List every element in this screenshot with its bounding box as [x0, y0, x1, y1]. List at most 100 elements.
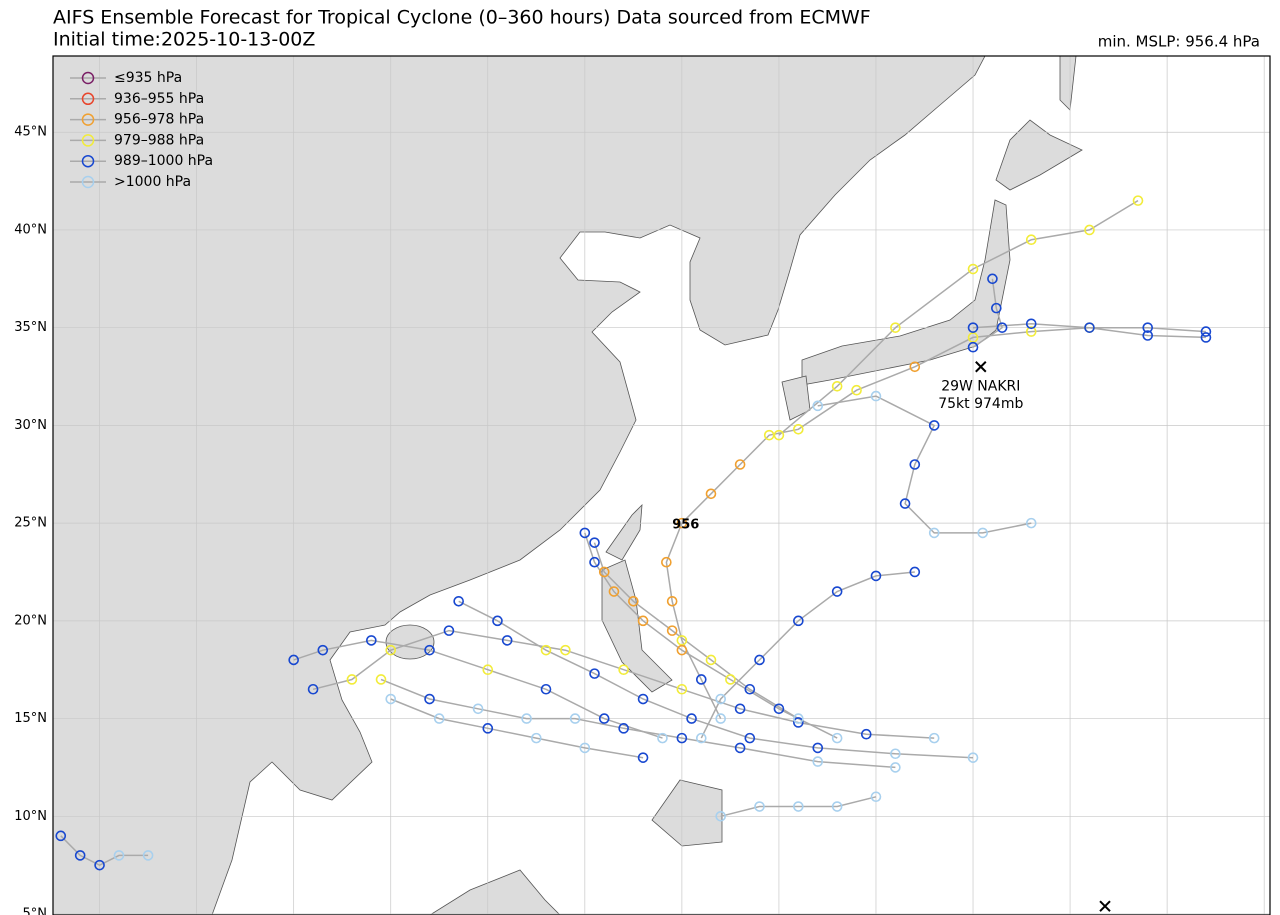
track-point [424, 693, 435, 705]
track-point [521, 713, 532, 724]
track-line [593, 542, 799, 720]
track-point [113, 850, 125, 861]
taiwan [605, 503, 643, 561]
track-point [909, 361, 921, 373]
track-point [424, 644, 435, 656]
y-tick-label: 45°N [14, 125, 47, 140]
track-point [967, 263, 979, 275]
track-point [890, 748, 901, 760]
track-line [584, 532, 838, 739]
track-point [831, 732, 843, 744]
track-point [657, 732, 668, 744]
track-point [715, 713, 727, 724]
track-point [453, 596, 464, 607]
track-point [637, 615, 649, 627]
track-point [695, 732, 707, 744]
track-point [307, 683, 319, 695]
track-point [385, 644, 397, 656]
track-point [1025, 517, 1037, 529]
storm-marker [975, 361, 987, 373]
y-tick-label: 25°N [14, 516, 47, 531]
track-point [831, 586, 843, 597]
track-point [676, 732, 688, 744]
legend-marker [81, 154, 95, 168]
track-point [754, 654, 765, 666]
track-point [385, 693, 397, 705]
track-point [928, 420, 940, 431]
track-point [754, 801, 765, 812]
track-point [967, 322, 979, 333]
track-point [433, 713, 445, 724]
track-point [676, 683, 688, 695]
track-line [720, 796, 877, 818]
track-point [705, 654, 717, 666]
track-point [1132, 195, 1144, 206]
track-point [686, 713, 697, 724]
track-point [793, 717, 804, 728]
track-point [1084, 322, 1095, 333]
legend-label: 989–1000 hPa [114, 153, 213, 169]
track-point [598, 713, 610, 724]
track-point [589, 537, 600, 548]
track-point [1142, 330, 1154, 341]
track-line [817, 395, 1032, 534]
y-tick-label: 10°N [14, 809, 47, 824]
legend-label: 936–955 hPa [114, 91, 204, 107]
track-point [928, 527, 940, 539]
mainland [53, 56, 986, 915]
track-point [346, 674, 358, 685]
track-point [996, 322, 1008, 333]
track-point [666, 625, 678, 636]
track-point [793, 424, 804, 435]
track-line [380, 678, 896, 769]
track-point [589, 668, 600, 679]
chart-subtitle: Initial time:2025-10-13-00Z [53, 29, 315, 51]
track-point [628, 596, 639, 607]
storm-marker [1099, 900, 1111, 912]
track-line [293, 639, 663, 739]
track-line [458, 600, 974, 759]
y-tick-label: 35°N [14, 320, 47, 335]
track-point [637, 752, 649, 763]
track-point [618, 664, 629, 676]
track-point [734, 459, 746, 470]
track-point [870, 390, 882, 402]
track-line [972, 278, 1003, 348]
track-point [55, 830, 67, 842]
track-point [812, 400, 824, 412]
track-point [676, 644, 688, 656]
track-point [1025, 234, 1037, 246]
track-point [443, 625, 455, 636]
track-point [589, 556, 600, 568]
track-point [773, 703, 785, 715]
legend-marker [81, 113, 95, 126]
track-point [793, 615, 804, 627]
y-tick-label: 5°N [23, 907, 48, 915]
track-line [700, 571, 915, 739]
track-point [74, 850, 86, 861]
hainan [385, 624, 435, 660]
annotation: 75kt 974mb [938, 396, 1023, 412]
track-point [725, 674, 736, 685]
track-point [851, 384, 862, 396]
track-point [94, 859, 105, 871]
track-point [831, 381, 843, 392]
grid [53, 56, 1270, 915]
track-point [366, 635, 377, 646]
track-point [695, 674, 707, 685]
legend-label: >1000 hPa [114, 174, 191, 190]
track-point [744, 732, 756, 744]
track-point [899, 498, 911, 509]
tracks [55, 195, 1212, 912]
track-point [676, 517, 688, 529]
track-point [967, 341, 979, 353]
track-point [1084, 224, 1095, 236]
annotation: 29W NAKRI [941, 378, 1020, 394]
track-point [569, 713, 581, 724]
track-point [540, 683, 552, 695]
annotation: 956 [672, 518, 699, 533]
track-point [661, 556, 672, 568]
track-point [142, 850, 154, 861]
legend-marker [81, 92, 95, 106]
